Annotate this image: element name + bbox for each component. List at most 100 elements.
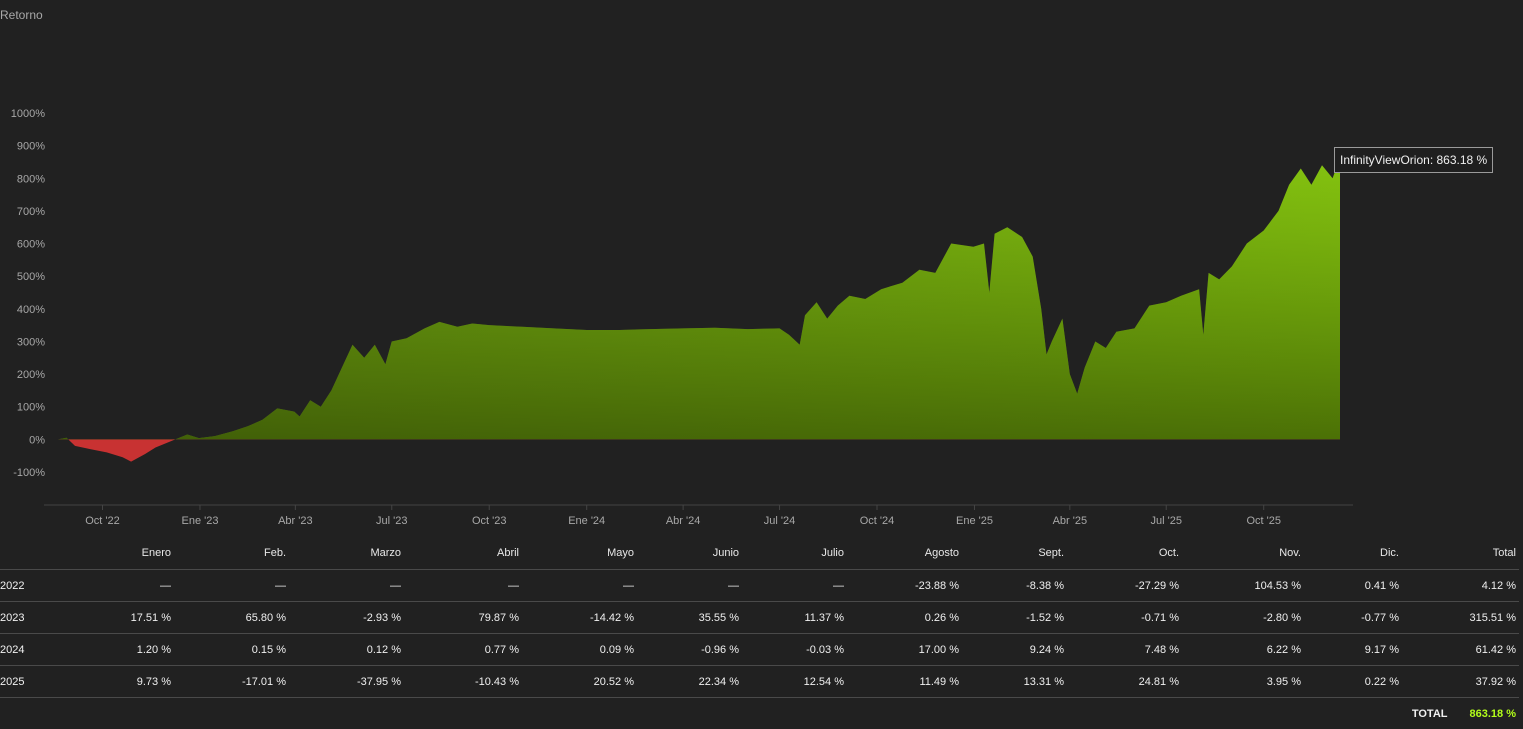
series-area-shade: [58, 157, 1340, 440]
value-cell: -1.52 %: [962, 601, 1067, 634]
value-cell: 0.41 %: [1304, 569, 1402, 602]
value-cell: 24.81 %: [1067, 665, 1182, 698]
value-cell: 104.53 %: [1182, 569, 1304, 602]
header-cell: Sept.: [1038, 547, 1064, 559]
header-cell: Abril: [496, 547, 519, 559]
y-tick-label: 100%: [17, 402, 45, 414]
total-cell: 61.42 %: [1402, 633, 1519, 666]
header-cell: Junio: [712, 547, 739, 559]
total-cell: 4.12 %: [1402, 569, 1519, 602]
value-cell: 20.52 %: [522, 665, 637, 698]
grand-total-value: 863.18 %: [1469, 708, 1516, 720]
year-cell: 2022: [0, 569, 61, 602]
value-cell: 0.15 %: [174, 633, 289, 666]
value-cell: -17.01 %: [174, 665, 289, 698]
x-tick-label: Ene '25: [956, 515, 993, 527]
table-header-row: Enero Feb. Marzo Abril Mayo Junio Julio …: [0, 537, 1519, 570]
x-tick-label: Ene '24: [568, 515, 605, 527]
value-cell: 65.80 %: [174, 601, 289, 634]
table-row: 2023 17.51 % 65.80 % -2.93 % 79.87 % -14…: [0, 601, 1519, 634]
header-cell: Enero: [141, 547, 171, 559]
y-tick-label: 500%: [17, 271, 45, 283]
header-cell: Oct.: [1158, 547, 1179, 559]
returns-chart: 1000% 900% 800% 700% 600% 500% 400% 300% 200% 100…: [11, 108, 1353, 527]
value-cell: —: [742, 569, 847, 602]
x-tick-label: Oct '24: [860, 515, 895, 527]
total-cell: 37.92 %: [1402, 665, 1519, 698]
x-axis-ticks: Oct '22 Ene '23 Abr '23 Jul '23 Oct '23 Ene '…: [85, 505, 1281, 527]
value-cell: -0.71 %: [1067, 601, 1182, 634]
year-cell: 2023: [0, 601, 61, 634]
monthly-returns-table: Enero Feb. Marzo Abril Mayo Junio Julio …: [0, 537, 1519, 698]
value-cell: —: [637, 569, 742, 602]
header-cell: Julio: [821, 547, 844, 559]
year-cell: 2025: [0, 665, 61, 698]
value-cell: —: [174, 569, 289, 602]
x-tick-label: Oct '25: [1246, 515, 1281, 527]
y-tick-label: 900%: [17, 141, 45, 153]
header-cell: Feb.: [263, 547, 286, 559]
x-tick-label: Jul '25: [1151, 515, 1182, 527]
value-cell: 9.24 %: [962, 633, 1067, 666]
x-tick-label: Oct '22: [85, 515, 120, 527]
value-cell: 35.55 %: [637, 601, 742, 634]
y-tick-label: 200%: [17, 369, 45, 381]
y-tick-label: 300%: [17, 336, 45, 348]
value-cell: -2.93 %: [289, 601, 404, 634]
value-cell: 0.77 %: [404, 633, 522, 666]
table-row: 2022 — — — — — — — -23.88 % -8.38 % -27.…: [0, 569, 1519, 602]
value-cell: 6.22 %: [1182, 633, 1304, 666]
value-cell: 11.37 %: [742, 601, 847, 634]
chart-title: Retorno: [0, 8, 43, 22]
value-cell: 9.73 %: [61, 665, 174, 698]
value-cell: 0.09 %: [522, 633, 637, 666]
value-cell: -23.88 %: [847, 569, 962, 602]
value-cell: -14.42 %: [522, 601, 637, 634]
value-cell: 0.22 %: [1304, 665, 1402, 698]
x-tick-label: Abr '23: [278, 515, 313, 527]
x-tick-label: Abr '24: [666, 515, 701, 527]
value-cell: -0.03 %: [742, 633, 847, 666]
table-row: 2024 1.20 % 0.15 % 0.12 % 0.77 % 0.09 % …: [0, 633, 1519, 666]
value-cell: 79.87 %: [404, 601, 522, 634]
x-tick-label: Jul '24: [764, 515, 795, 527]
value-cell: -10.43 %: [404, 665, 522, 698]
value-cell: —: [289, 569, 404, 602]
grand-total: TOTAL 863.18 %: [1412, 700, 1516, 728]
series-area: [58, 157, 1340, 462]
value-cell: 7.48 %: [1067, 633, 1182, 666]
value-cell: 3.95 %: [1182, 665, 1304, 698]
value-cell: -0.77 %: [1304, 601, 1402, 634]
value-cell: 12.54 %: [742, 665, 847, 698]
value-cell: -37.95 %: [289, 665, 404, 698]
value-cell: 0.12 %: [289, 633, 404, 666]
header-cell: Mayo: [607, 547, 634, 559]
value-cell: —: [61, 569, 174, 602]
value-cell: -8.38 %: [962, 569, 1067, 602]
value-cell: 17.00 %: [847, 633, 962, 666]
y-tick-label: 600%: [17, 239, 45, 251]
y-axis-ticks: 1000% 900% 800% 700% 600% 500% 400% 300% 200% 100…: [11, 108, 45, 479]
header-cell: Dic.: [1380, 547, 1399, 559]
value-cell: 11.49 %: [847, 665, 962, 698]
value-cell: 1.20 %: [61, 633, 174, 666]
header-cell: [0, 537, 61, 570]
x-tick-label: Oct '23: [472, 515, 507, 527]
value-cell: -27.29 %: [1067, 569, 1182, 602]
value-cell: 22.34 %: [637, 665, 742, 698]
value-cell: -2.80 %: [1182, 601, 1304, 634]
chart-tooltip: InfinityViewOrion: 863.18 %: [1334, 147, 1494, 173]
x-tick-label: Ene '23: [181, 515, 218, 527]
total-cell: 315.51 %: [1402, 601, 1519, 634]
value-cell: 17.51 %: [61, 601, 174, 634]
value-cell: 13.31 %: [962, 665, 1067, 698]
y-tick-label: 700%: [17, 206, 45, 218]
value-cell: 9.17 %: [1304, 633, 1402, 666]
grand-total-label: TOTAL: [1411, 708, 1448, 720]
y-tick-label: 800%: [17, 173, 45, 185]
y-tick-label: 1000%: [11, 108, 45, 120]
x-tick-label: Jul '23: [376, 515, 407, 527]
header-cell: Agosto: [924, 547, 959, 559]
value-cell: —: [522, 569, 637, 602]
value-cell: —: [404, 569, 522, 602]
